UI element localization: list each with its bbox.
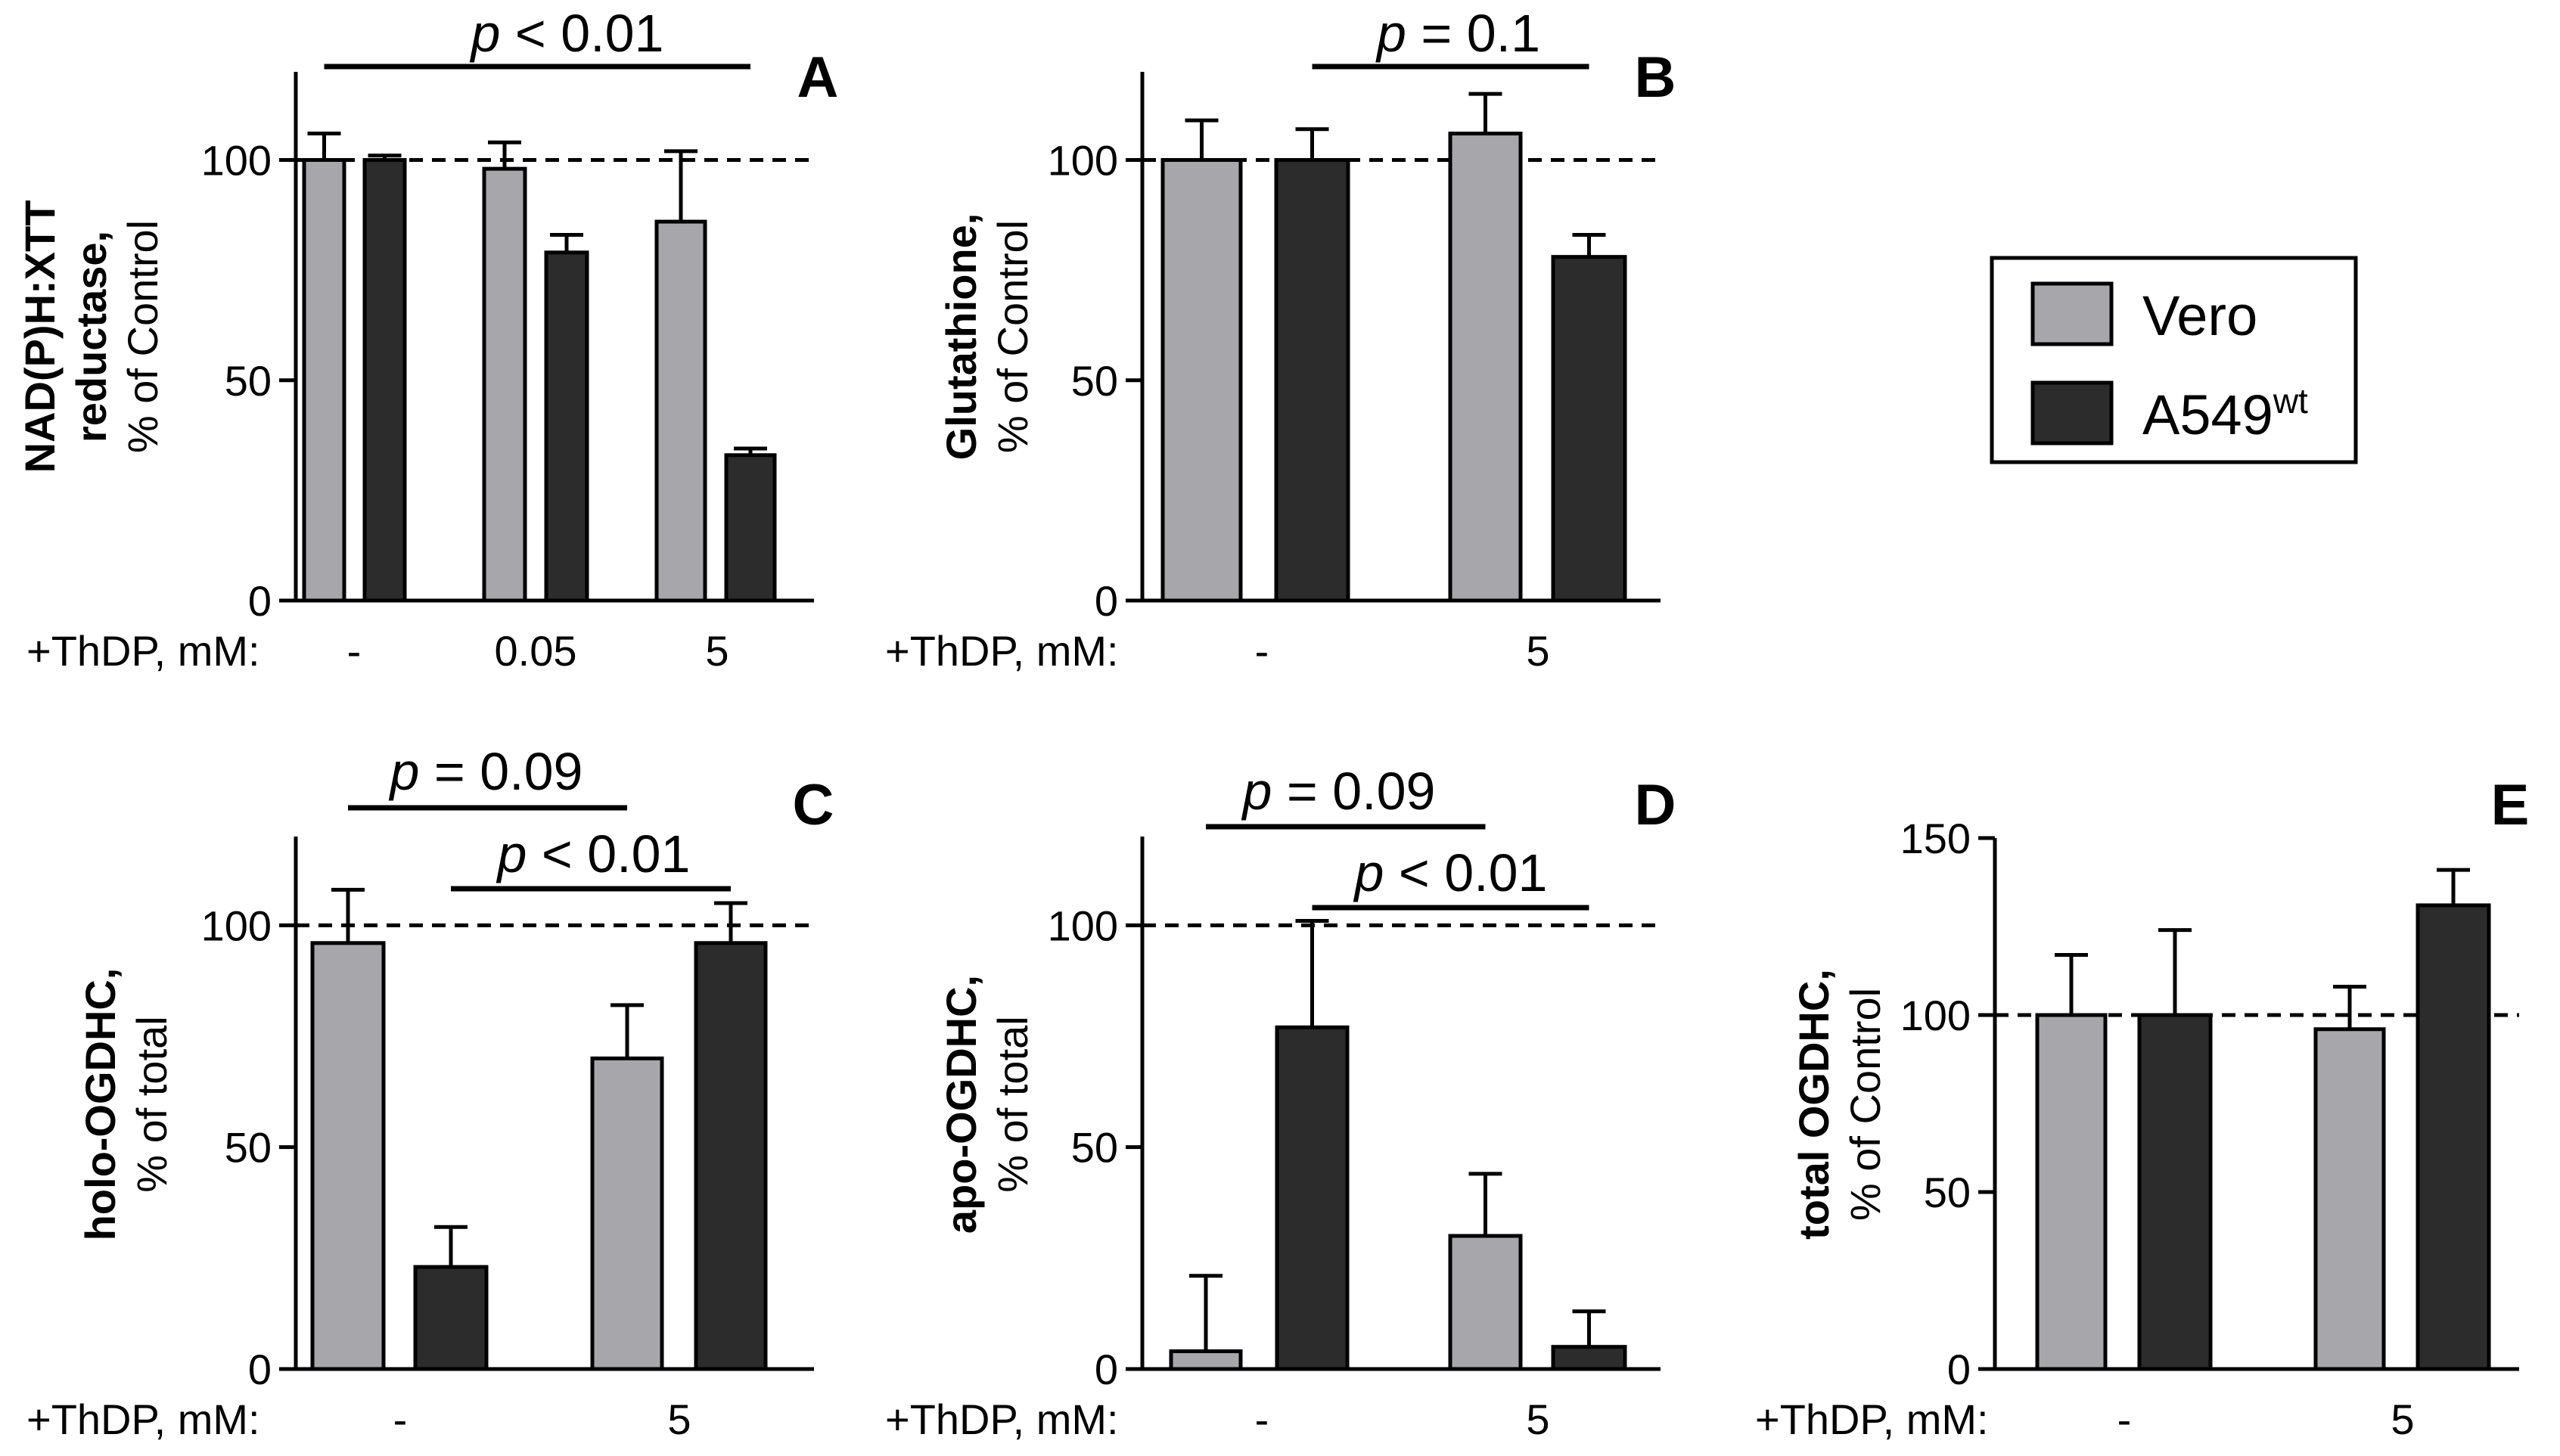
panel-e-ylabel-line-1: % of Control: [1841, 988, 1889, 1221]
panel-b-ytick-label-0: 0: [1095, 577, 1118, 625]
panel-e-bar-a549wt-0: [2137, 1013, 2213, 1371]
panel-b-letter: B: [1635, 45, 1676, 110]
panel-c-significance-label-0: p = 0.09: [389, 742, 583, 801]
panel-c-ytick-label-50: 50: [225, 1124, 272, 1172]
panel-d-ylabel-line-0: apo-OGDHC,: [937, 975, 985, 1234]
panel-b-bar-vero-1: [1448, 132, 1523, 603]
panel-d-letter: D: [1635, 773, 1676, 837]
panel-a-ylabel-line-2: % of Control: [119, 220, 166, 453]
panel-a-bar-vero-2: [654, 219, 707, 603]
panel-a-xtick-label-0: -: [347, 627, 362, 675]
panel-a-bar-vero-1: [482, 166, 527, 603]
panel-d-ytick-label-0: 0: [1095, 1346, 1118, 1393]
panel-e-ytick-label-0: 0: [1947, 1346, 1971, 1393]
panel-c: 0 50 100 - 5 +ThDP, mM: holo-OGDHC,% of total p…: [26, 742, 834, 1443]
panel-a-xtick-label-1: 0.05: [495, 627, 577, 675]
panel-d-bar-vero-0: [1169, 1349, 1243, 1371]
panel-c-xtick-label-0: -: [393, 1395, 408, 1443]
panel-d-ytick-label-50: 50: [1071, 1124, 1118, 1172]
legend-label-vero: Vero: [2142, 284, 2257, 347]
panel-e-bar-vero-0: [2035, 1013, 2108, 1371]
panel-b-significance-label-0: p = 0.1: [1375, 4, 1540, 63]
panel-e-xtick-label-1: 5: [2391, 1395, 2414, 1443]
panel-d-bar-a549wt-0: [1275, 1025, 1350, 1371]
panel-e-x-prefix: +ThDP, mM:: [1755, 1395, 1989, 1443]
legend-label-a549wt: A549wt: [2142, 381, 2308, 446]
panel-a: 0 50 100 - 0.05 5 +ThDP, mM: NAD(P)H:XTT reducta…: [16, 4, 838, 675]
panel-e-letter: E: [2491, 773, 2530, 837]
panel-a-xtick-label-2: 5: [705, 627, 729, 675]
panel-b-bar-a549wt-1: [1551, 255, 1627, 603]
panel-c-bar-a549wt-1: [694, 941, 768, 1371]
panel-c-x-prefix: +ThDP, mM:: [26, 1395, 260, 1443]
panel-c-ytick-label-0: 0: [248, 1346, 272, 1393]
panel-d-bar-a549wt-1: [1551, 1345, 1627, 1371]
panel-b-ylabel-line-0: Glutathione,: [937, 213, 985, 461]
legend: Vero A549wt: [1990, 256, 2358, 464]
panel-a-ytick-label-0: 0: [248, 577, 272, 625]
panel-e-ylabel-line-0: total OGDHC,: [1790, 969, 1838, 1240]
panel-a-bar-a549wt-2: [724, 453, 777, 603]
panel-b-xtick-label-1: 5: [1526, 627, 1549, 675]
panel-a-bar-a549wt-1: [544, 250, 589, 603]
panel-b-ytick-label-100: 100: [1048, 137, 1118, 185]
panel-c-bar-vero-1: [590, 1056, 664, 1371]
panel-d: 0 50 100 - 5 +ThDP, mM: apo-OGDHC,% of total p …: [885, 762, 1676, 1443]
panel-e-bar-vero-1: [2313, 1027, 2386, 1371]
legend-swatch-vero: [2030, 281, 2114, 346]
panel-a-ylabel-line-0: NAD(P)H:XTT: [16, 200, 64, 473]
panel-d-significance-label-1: p < 0.01: [1353, 843, 1548, 902]
panel-c-letter: C: [793, 773, 834, 837]
panel-d-significance-label-0: p = 0.09: [1241, 762, 1436, 821]
panel-b-xtick-label-0: -: [1255, 627, 1269, 675]
panel-a-ylabel-line-1: reductase,: [67, 231, 115, 442]
panel-a-letter: A: [797, 45, 839, 110]
panel-c-ylabel-line-0: holo-OGDHC,: [76, 968, 124, 1241]
legend-swatch-a549wt: [2030, 380, 2114, 445]
panel-e-bar-a549wt-1: [2416, 903, 2491, 1371]
panel-d-xtick-label-0: -: [1255, 1395, 1269, 1443]
panel-b-bar-vero-0: [1160, 158, 1243, 603]
panel-a-bar-a549wt-0: [362, 158, 407, 603]
panel-e-ytick-label-150: 150: [1900, 815, 1971, 862]
panel-a-ytick-label-50: 50: [225, 357, 272, 405]
panel-c-ytick-label-100: 100: [201, 902, 272, 949]
panel-c-bar-a549wt-0: [413, 1265, 489, 1371]
panel-c-ylabel-line-1: % of total: [128, 1016, 176, 1192]
panel-e-ytick-label-50: 50: [1924, 1169, 1971, 1216]
panel-a-significance-label-0: p < 0.01: [470, 4, 664, 63]
panel-d-ylabel-line-1: % of total: [989, 1016, 1036, 1192]
panel-e-xtick-label-0: -: [2117, 1395, 2132, 1443]
panel-a-ytick-label-100: 100: [201, 137, 272, 185]
panel-b-x-prefix: +ThDP, mM:: [885, 627, 1119, 675]
panel-c-significance-label-1: p < 0.01: [496, 824, 691, 883]
panel-e: 0 50 100 150 - 5 +ThDP, mM: total OGDHC,% of Co…: [1755, 773, 2529, 1443]
panel-d-bar-vero-1: [1448, 1234, 1523, 1371]
panel-a-bar-vero-0: [302, 158, 346, 603]
panel-b-bar-a549wt-0: [1274, 158, 1350, 603]
panel-d-xtick-label-1: 5: [1526, 1395, 1549, 1443]
panel-b-ytick-label-50: 50: [1071, 357, 1118, 405]
panel-e-ytick-label-100: 100: [1900, 992, 1971, 1039]
panel-b-ylabel-line-1: % of Control: [989, 220, 1036, 453]
panel-c-bar-vero-0: [310, 941, 386, 1371]
panel-d-ytick-label-100: 100: [1048, 902, 1118, 949]
panel-d-x-prefix: +ThDP, mM:: [885, 1395, 1119, 1443]
panel-c-xtick-label-1: 5: [667, 1395, 691, 1443]
panel-a-x-prefix: +ThDP, mM:: [26, 627, 260, 675]
panel-b: 0 50 100 - 5 +ThDP, mM: Glutathione,% of Contr…: [885, 4, 1676, 675]
